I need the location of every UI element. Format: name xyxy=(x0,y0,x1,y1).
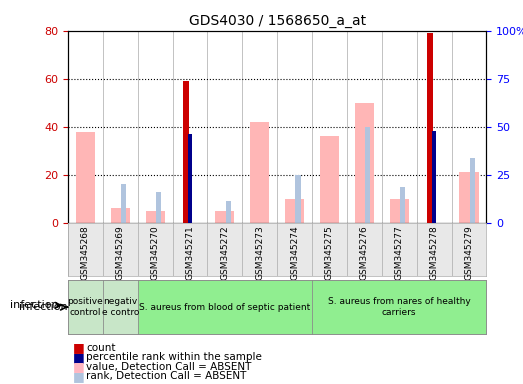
Bar xyxy=(459,172,479,223)
Bar xyxy=(320,136,339,223)
Text: ■: ■ xyxy=(73,360,85,373)
Text: GSM345272: GSM345272 xyxy=(220,225,230,280)
Text: GSM345275: GSM345275 xyxy=(325,225,334,280)
Text: GSM345277: GSM345277 xyxy=(395,225,404,280)
Bar xyxy=(188,134,192,223)
Text: positive
control: positive control xyxy=(67,298,104,317)
Text: S. aureus from blood of septic patient: S. aureus from blood of septic patient xyxy=(139,303,311,312)
Text: GSM345273: GSM345273 xyxy=(255,225,264,280)
FancyBboxPatch shape xyxy=(138,280,312,334)
Bar xyxy=(470,158,475,223)
Text: value, Detection Call = ABSENT: value, Detection Call = ABSENT xyxy=(86,362,252,372)
Bar xyxy=(183,81,189,223)
Text: GSM345278: GSM345278 xyxy=(429,225,439,280)
Bar xyxy=(400,187,405,223)
Bar xyxy=(390,199,409,223)
Text: GSM345274: GSM345274 xyxy=(290,225,299,280)
Text: S. aureus from nares of healthy
carriers: S. aureus from nares of healthy carriers xyxy=(328,298,471,317)
Text: GSM345276: GSM345276 xyxy=(360,225,369,280)
Text: infection: infection xyxy=(10,300,59,310)
Text: GSM345271: GSM345271 xyxy=(186,225,195,280)
Text: ■: ■ xyxy=(73,351,85,364)
Bar xyxy=(433,131,436,223)
Bar xyxy=(365,127,370,223)
Bar xyxy=(355,103,374,223)
Text: GSM345279: GSM345279 xyxy=(464,225,473,280)
Text: count: count xyxy=(86,343,116,353)
Bar xyxy=(145,211,165,223)
Text: GSM345268: GSM345268 xyxy=(81,225,90,280)
Bar xyxy=(226,201,231,223)
Bar xyxy=(250,122,269,223)
Text: infection: infection xyxy=(19,302,67,312)
Bar xyxy=(121,184,127,223)
FancyBboxPatch shape xyxy=(103,280,138,334)
Bar xyxy=(295,175,301,223)
Bar xyxy=(111,208,130,223)
Bar xyxy=(76,131,95,223)
Bar xyxy=(156,192,161,223)
FancyBboxPatch shape xyxy=(68,280,103,334)
Text: ■: ■ xyxy=(73,341,85,354)
Text: GSM345270: GSM345270 xyxy=(151,225,160,280)
Bar xyxy=(285,199,304,223)
Text: GSM345269: GSM345269 xyxy=(116,225,125,280)
FancyBboxPatch shape xyxy=(312,280,486,334)
Title: GDS4030 / 1568650_a_at: GDS4030 / 1568650_a_at xyxy=(189,14,366,28)
Text: ■: ■ xyxy=(73,370,85,383)
Bar xyxy=(427,33,433,223)
Bar xyxy=(215,211,234,223)
Text: percentile rank within the sample: percentile rank within the sample xyxy=(86,352,262,362)
Text: rank, Detection Call = ABSENT: rank, Detection Call = ABSENT xyxy=(86,371,247,381)
Text: negativ
e contro: negativ e contro xyxy=(101,298,139,317)
